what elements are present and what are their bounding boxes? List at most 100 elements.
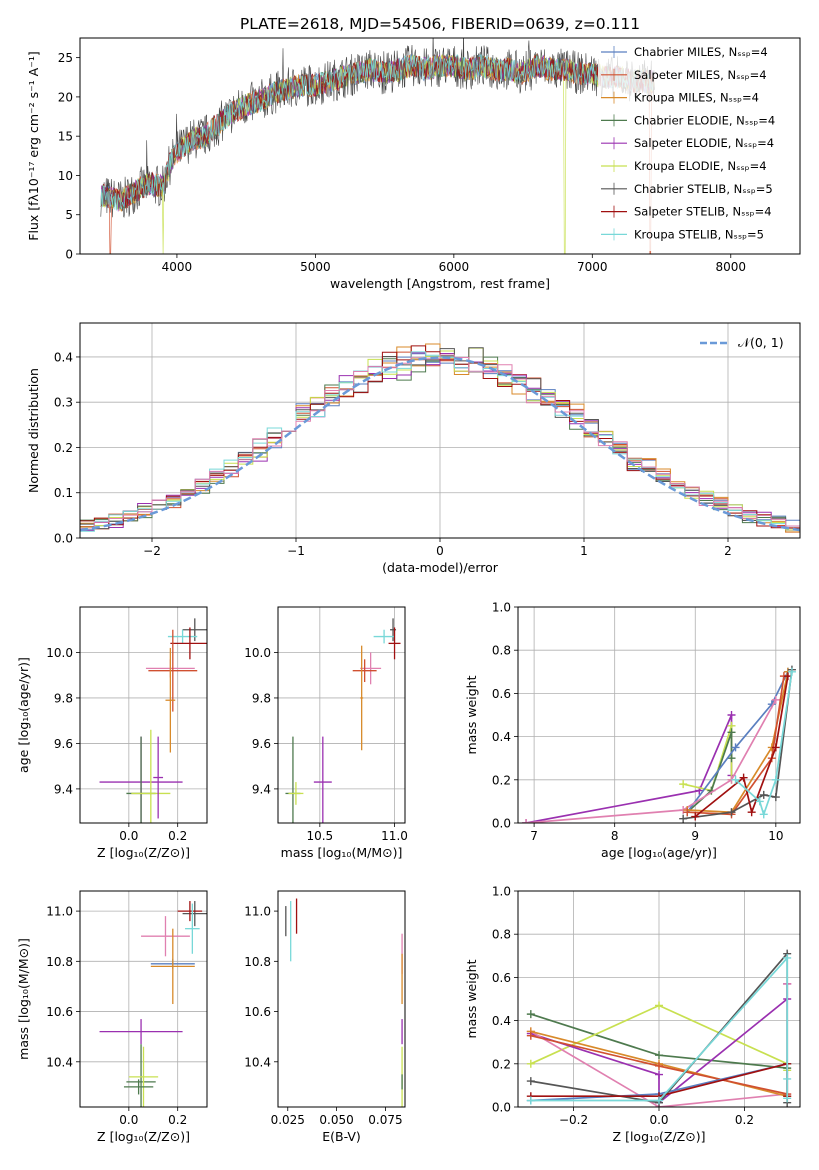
mass-weight-marker bbox=[727, 728, 736, 737]
mass-weight-marker bbox=[526, 1077, 535, 1086]
y-tick-label: 9.8 bbox=[252, 691, 271, 705]
plot-area bbox=[285, 898, 403, 1107]
errorbar-point bbox=[153, 736, 164, 819]
y-tick-label: 11.0 bbox=[46, 905, 73, 919]
y-tick-label: 1.0 bbox=[492, 885, 511, 899]
mass-weight-line bbox=[525, 714, 733, 823]
legend-label: Kroupa STELIB, Nₛₛₚ=5 bbox=[634, 227, 764, 241]
y-tick-label: 0.0 bbox=[492, 1101, 511, 1115]
errorbar-point bbox=[288, 782, 304, 805]
y-axis-label: Flux [fλ10⁻¹⁷ erg cm⁻² s⁻¹ A⁻¹] bbox=[26, 51, 41, 240]
y-tick-label: 10.6 bbox=[244, 1005, 271, 1019]
mass-weight-line bbox=[687, 671, 789, 814]
x-tick-label: 0.025 bbox=[271, 1113, 305, 1127]
x-axis-label: age [log₁₀(age/yr)] bbox=[601, 845, 717, 860]
axes-frame bbox=[517, 606, 801, 824]
y-tick-label: 0.6 bbox=[492, 687, 511, 701]
x-tick-label: 0.2 bbox=[735, 1113, 754, 1127]
errorbar-point bbox=[148, 629, 198, 712]
x-tick-label: −1 bbox=[287, 544, 305, 558]
errorbar-point bbox=[131, 729, 171, 823]
y-tick-label: 0.4 bbox=[54, 350, 73, 364]
y-tick-label: 0.0 bbox=[492, 817, 511, 831]
x-tick-label: 6000 bbox=[439, 260, 470, 274]
mass-weight-marker bbox=[691, 812, 700, 821]
mass-weight-marker bbox=[655, 1070, 663, 1079]
legend-label: Salpeter ELODIE, Nₛₛₚ=4 bbox=[634, 136, 774, 150]
axes-frame bbox=[79, 322, 801, 539]
histogram-step bbox=[80, 354, 800, 529]
mass-weight-marker bbox=[771, 695, 780, 704]
legend-label: 𝒩(0, 1) bbox=[738, 335, 784, 350]
x-tick-label: 4000 bbox=[162, 260, 193, 274]
y-axis-label: age [log₁₀(age/yr)] bbox=[16, 657, 31, 773]
panel-ebv-mass: 0.025 0.050 0.075 10.4 10.6 10.8 11.0 E(B-V) bbox=[244, 890, 406, 1144]
errorbar-point bbox=[373, 629, 395, 644]
y-tick-label: 0.2 bbox=[492, 773, 511, 787]
x-tick-label: 0.0 bbox=[119, 1113, 138, 1127]
y-tick-label: 0.1 bbox=[54, 486, 73, 500]
panel-z-mass: 0.0 0.2 10.4 10.6 10.8 11.0 Z [log₁₀(Z/Z⊙)] mas… bbox=[16, 890, 208, 1144]
panel-residuals: −2 −1 0 1 2 0.0 0.1 0.2 0.3 0.4 (data-model)/error… bbox=[26, 322, 801, 575]
mass-weight-marker bbox=[526, 1010, 535, 1019]
x-axis-label: Z [log₁₀(Z/Z⊙)] bbox=[97, 845, 190, 860]
errorbar-point bbox=[388, 627, 401, 660]
y-axis-label: Normed distribution bbox=[26, 368, 41, 493]
errorbar-point bbox=[313, 736, 332, 823]
errorbar-point bbox=[126, 1044, 156, 1107]
x-tick-label: 10 bbox=[768, 829, 783, 843]
y-tick-label: 5 bbox=[65, 208, 73, 222]
legend-label: Chabrier ELODIE, Nₛₛₚ=4 bbox=[634, 113, 775, 127]
mass-weight-marker bbox=[522, 819, 531, 823]
errorbar-point bbox=[141, 916, 190, 957]
x-tick-label: 9 bbox=[691, 829, 699, 843]
mass-weight-marker bbox=[731, 775, 740, 784]
x-tick-label: 0 bbox=[436, 544, 444, 558]
x-tick-label: 7 bbox=[530, 829, 538, 843]
axes-frame bbox=[277, 606, 406, 824]
mass-weight-marker bbox=[683, 808, 692, 817]
mass-weight-marker bbox=[727, 754, 736, 763]
y-tick-label: 0.8 bbox=[492, 928, 511, 942]
model-spectrum-kroupa-stelib bbox=[100, 54, 655, 211]
legend-label: Chabrier STELIB, Nₛₛₚ=5 bbox=[634, 182, 773, 196]
y-tick-label: 10.8 bbox=[46, 955, 73, 969]
plot-area bbox=[526, 949, 792, 1107]
y-axis-label: mass weight bbox=[464, 959, 479, 1038]
errorbar-point bbox=[185, 903, 200, 954]
y-axis-label: mass [log₁₀(M/M⊙)] bbox=[16, 938, 31, 1060]
x-axis-label: (data-model)/error bbox=[382, 560, 499, 575]
axes-frame bbox=[79, 606, 208, 824]
axes-frame bbox=[79, 37, 801, 255]
mass-weight-marker bbox=[771, 743, 780, 752]
mass-weight-marker bbox=[783, 1074, 792, 1083]
mass-weight-marker bbox=[755, 797, 764, 806]
plot-area bbox=[100, 38, 655, 254]
y-tick-label: 10.8 bbox=[244, 955, 271, 969]
legend-box bbox=[598, 41, 796, 251]
y-tick-label: 20 bbox=[58, 90, 73, 104]
errorbar-point bbox=[352, 659, 377, 683]
errorbar-point bbox=[170, 627, 207, 660]
x-tick-label: 8000 bbox=[715, 260, 746, 274]
y-tick-label: 9.6 bbox=[54, 737, 73, 751]
legend-label: Chabrier MILES, Nₛₛₚ=4 bbox=[634, 45, 768, 59]
y-tick-label: 1.0 bbox=[492, 601, 511, 615]
mass-weight-marker bbox=[759, 810, 768, 819]
y-tick-label: 0.2 bbox=[492, 1057, 511, 1071]
y-tick-label: 9.8 bbox=[54, 691, 73, 705]
errorbar-point bbox=[182, 901, 207, 927]
y-tick-label: 0.2 bbox=[54, 441, 73, 455]
mass-weight-line bbox=[686, 671, 789, 813]
axes-frame bbox=[277, 890, 406, 1108]
x-tick-label: 10.5 bbox=[306, 829, 333, 843]
mass-weight-marker bbox=[526, 1031, 535, 1040]
x-axis-label: wavelength [Angstrom, rest frame] bbox=[330, 276, 550, 291]
axes-frame bbox=[79, 890, 208, 1108]
y-tick-label: 11.0 bbox=[244, 905, 271, 919]
mass-weight-marker bbox=[759, 790, 768, 799]
errorbar-point bbox=[177, 901, 203, 922]
errorbar-point bbox=[165, 647, 176, 753]
mass-weight-marker bbox=[655, 1001, 663, 1010]
axes-frame bbox=[517, 890, 801, 1108]
